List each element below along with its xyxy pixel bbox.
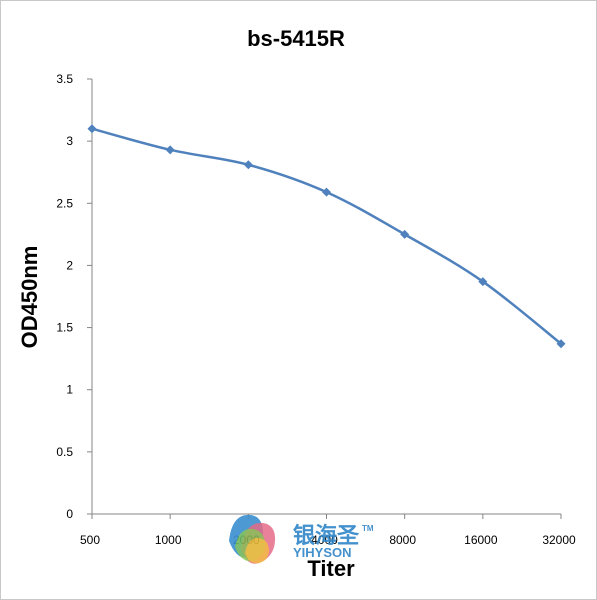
x-tick-label: 500 (80, 533, 100, 547)
watermark-tm: TM (362, 524, 374, 533)
y-tick-label: 0.5 (56, 445, 73, 459)
y-axis-title: OD450nm (17, 246, 42, 349)
data-point (322, 187, 331, 197)
data-point (87, 124, 97, 134)
watermark-english: YIHYSON (293, 545, 352, 560)
data-point (243, 160, 253, 170)
watermark-logo-mark (229, 514, 276, 564)
y-tick-label: 2.5 (56, 196, 73, 210)
y-tick-label: 3 (66, 134, 73, 148)
series-line (91, 127, 562, 345)
x-tick-label: 8000 (389, 533, 416, 547)
data-series (87, 124, 566, 349)
y-tick-label: 1 (66, 383, 73, 397)
data-point (165, 145, 175, 155)
y-tick-label: 0 (66, 507, 73, 521)
watermark-chinese: 银海圣 (293, 523, 360, 548)
x-tick-label: 4000 (311, 533, 338, 547)
x-tick-label: 16000 (464, 533, 498, 547)
y-axis: 0 0.5 1 1.5 2 2.5 3 3.5 (56, 72, 93, 521)
y-tick-label: 2 (66, 258, 73, 272)
watermark-logo: 银海圣 TM YIHYSON (229, 514, 374, 564)
x-tick-label: 32000 (542, 533, 576, 547)
data-point (400, 229, 410, 239)
x-axis-title: Titer (307, 556, 355, 581)
y-tick-label: 3.5 (56, 72, 73, 86)
chart-title: bs-5415R (247, 26, 345, 51)
data-point (556, 339, 566, 349)
data-point (478, 277, 488, 287)
x-tick-label: 1000 (155, 533, 182, 547)
y-tick-label: 1.5 (56, 321, 73, 335)
